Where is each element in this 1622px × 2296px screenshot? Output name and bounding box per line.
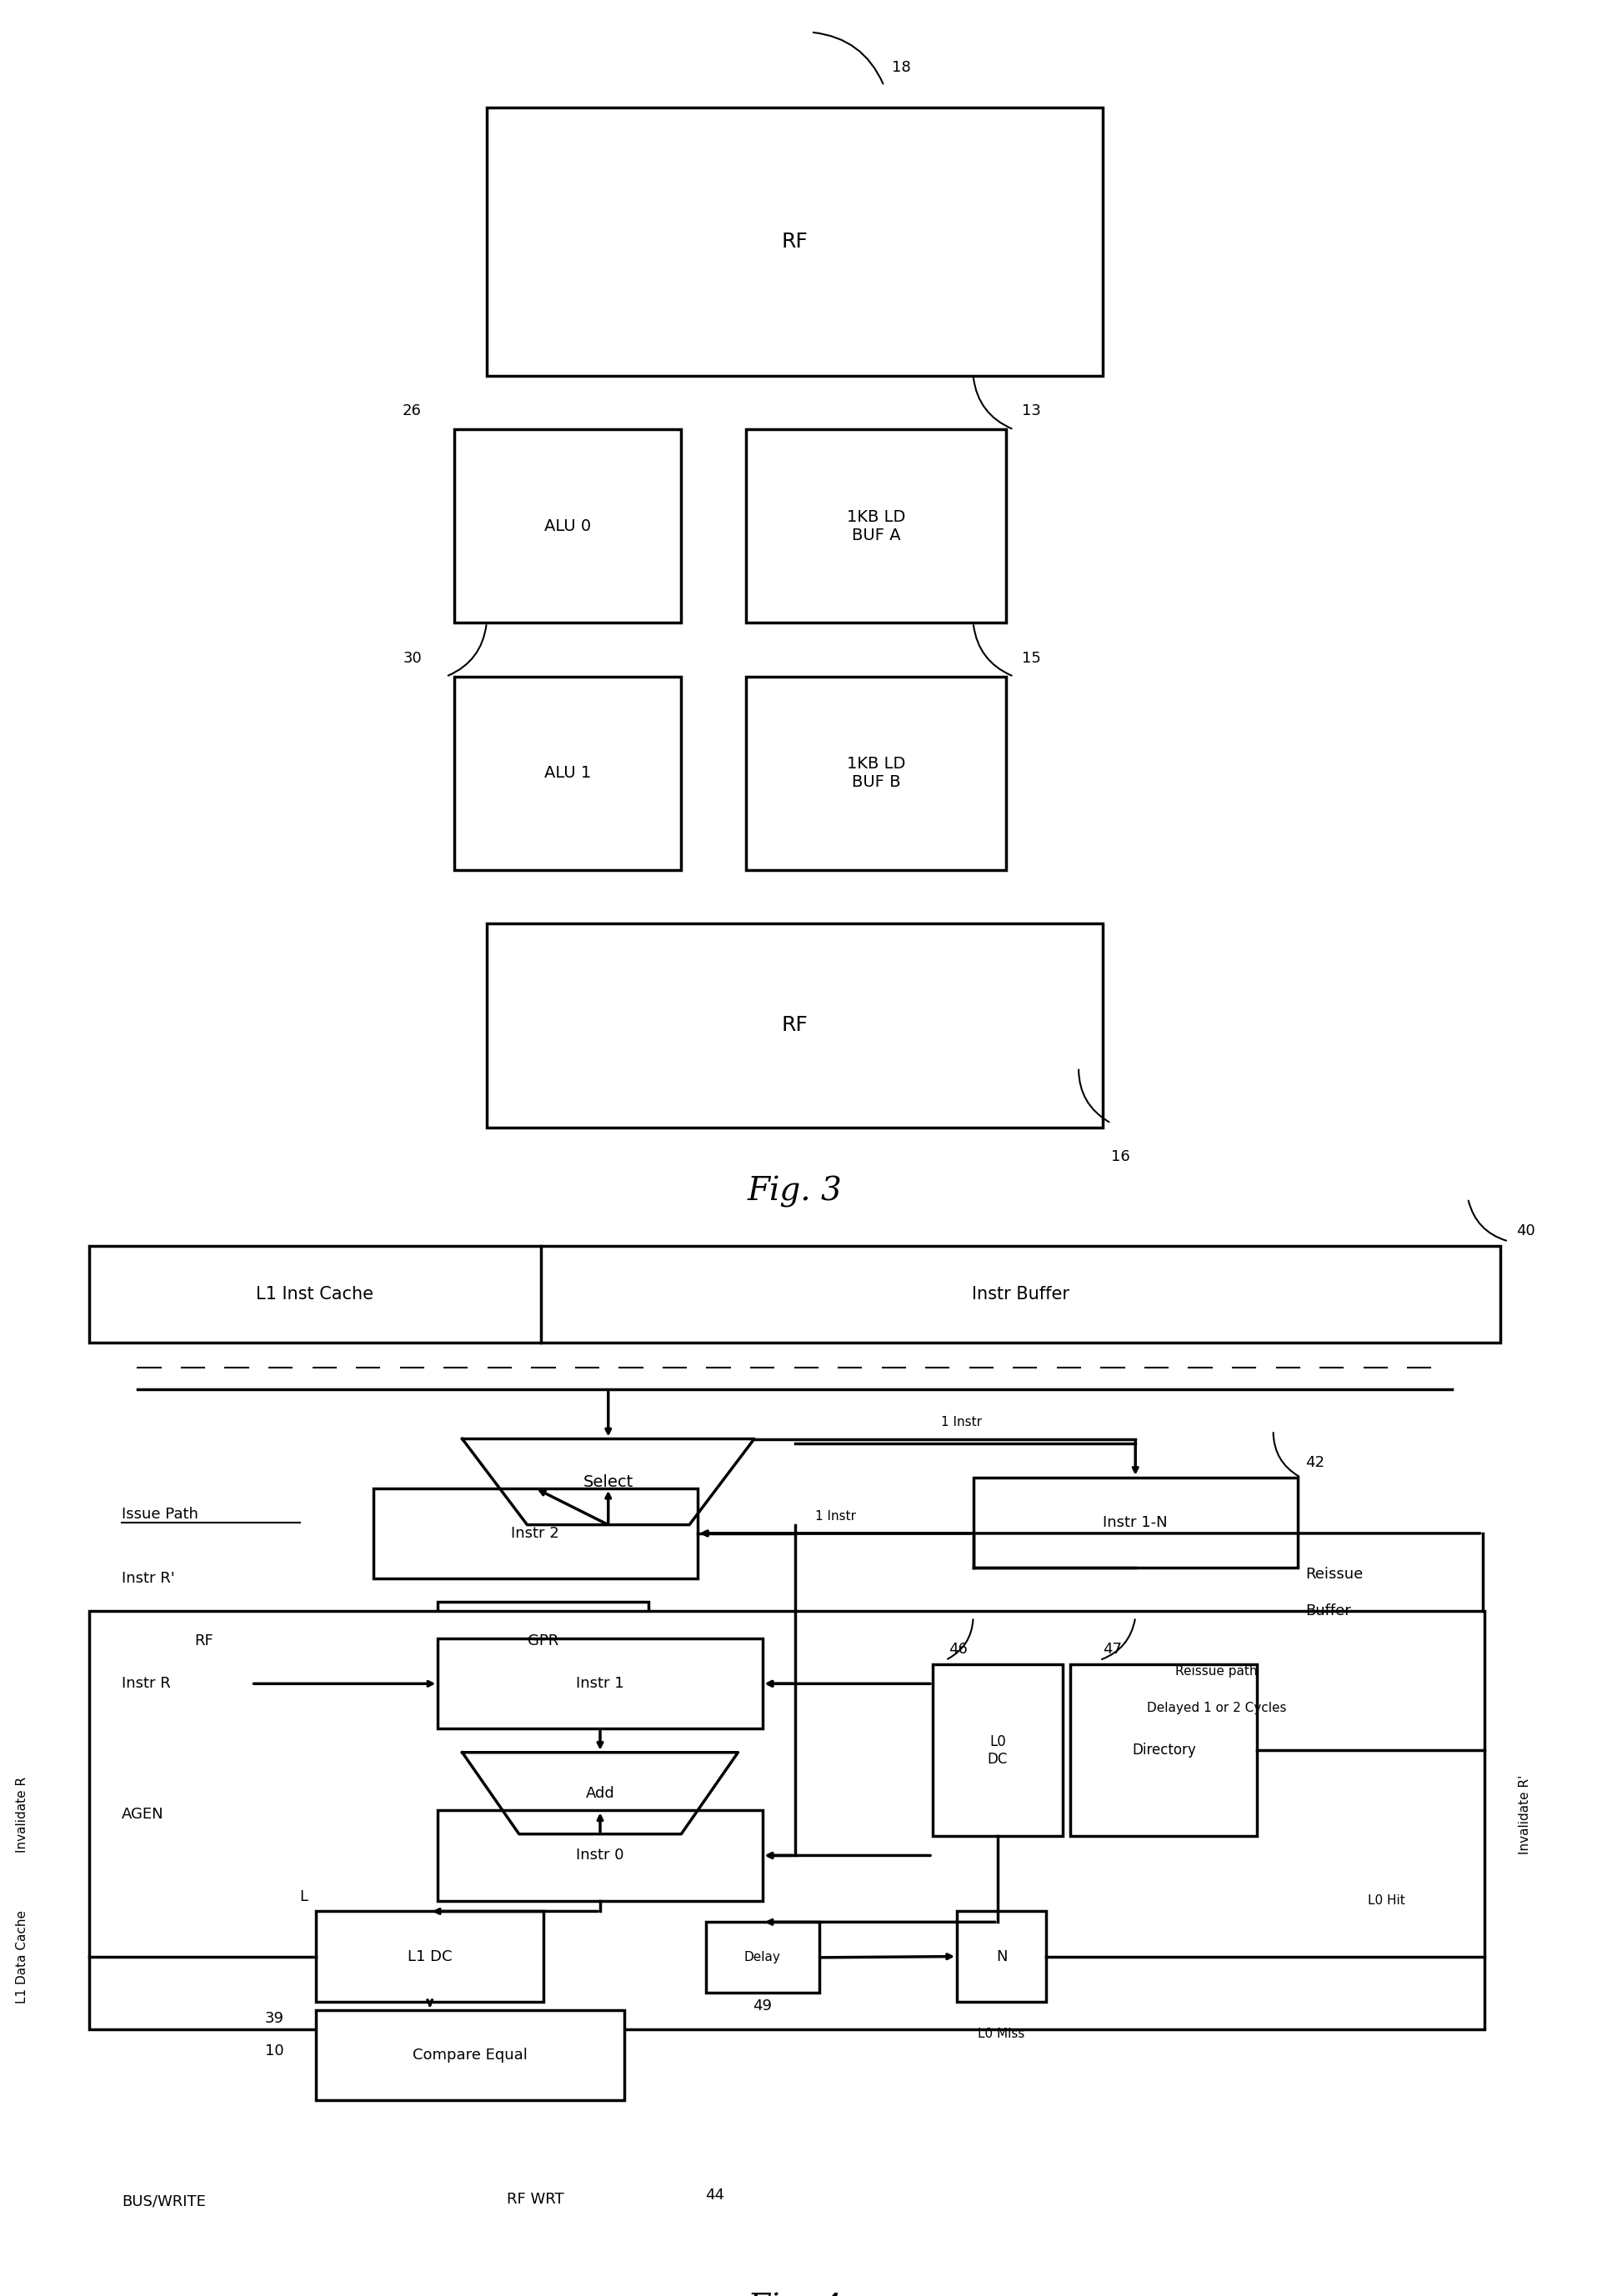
Text: ALU 0: ALU 0	[545, 519, 590, 535]
Text: L0 Miss: L0 Miss	[978, 2027, 1025, 2039]
Text: Instr R: Instr R	[122, 1676, 170, 1692]
Text: ALU 1: ALU 1	[545, 765, 590, 781]
Text: 1 Instr: 1 Instr	[941, 1417, 981, 1428]
FancyBboxPatch shape	[973, 1479, 1298, 1568]
Text: L: L	[300, 1890, 308, 1903]
Text: 18: 18	[892, 60, 912, 76]
Polygon shape	[462, 1440, 754, 1525]
Text: Select: Select	[584, 1474, 633, 1490]
FancyBboxPatch shape	[373, 1488, 697, 1577]
Text: L0 Hit: L0 Hit	[1369, 1894, 1405, 1908]
FancyBboxPatch shape	[487, 108, 1103, 377]
FancyBboxPatch shape	[746, 677, 1006, 870]
FancyBboxPatch shape	[933, 1665, 1062, 1837]
Text: 47: 47	[1103, 1642, 1122, 1658]
Text: Instr R': Instr R'	[122, 1570, 175, 1587]
Text: 44: 44	[706, 2188, 725, 2202]
FancyBboxPatch shape	[438, 1639, 762, 1729]
FancyBboxPatch shape	[454, 677, 681, 870]
Text: Reissue path: Reissue path	[1176, 1665, 1257, 1678]
Text: Add: Add	[586, 1786, 615, 1800]
Text: 42: 42	[1306, 1456, 1325, 1469]
FancyBboxPatch shape	[89, 1612, 1484, 2030]
FancyBboxPatch shape	[438, 1812, 762, 1901]
Text: 46: 46	[949, 1642, 968, 1658]
Text: GPR: GPR	[527, 1632, 560, 1649]
Text: Compare Equal: Compare Equal	[414, 2048, 527, 2062]
Text: Fig. 3: Fig. 3	[748, 1176, 842, 1208]
FancyBboxPatch shape	[373, 2154, 697, 2243]
Text: RF: RF	[195, 1632, 214, 1649]
Text: 49: 49	[753, 1998, 772, 2014]
Text: 15: 15	[1022, 650, 1041, 666]
Text: RF WRT: RF WRT	[506, 2193, 564, 2206]
Text: 13: 13	[1022, 404, 1041, 418]
Text: Buffer: Buffer	[1306, 1603, 1351, 1619]
Text: Invalidate R: Invalidate R	[16, 1777, 29, 1853]
FancyBboxPatch shape	[706, 1922, 819, 1993]
Text: Delay: Delay	[744, 1952, 780, 1963]
Text: 39: 39	[264, 2011, 284, 2027]
Text: Instr 2: Instr 2	[511, 1527, 560, 1541]
Text: L1 Inst Cache: L1 Inst Cache	[256, 1286, 373, 1302]
Text: Instr Buffer: Instr Buffer	[972, 1286, 1069, 1302]
Text: 10: 10	[264, 2043, 284, 2060]
Text: 26: 26	[402, 404, 422, 418]
FancyBboxPatch shape	[957, 1910, 1046, 2002]
Text: 1 Instr: 1 Instr	[814, 1511, 856, 1522]
FancyBboxPatch shape	[487, 923, 1103, 1127]
FancyBboxPatch shape	[1071, 1665, 1257, 1837]
FancyBboxPatch shape	[746, 429, 1006, 622]
Text: Directory: Directory	[1132, 1743, 1195, 1759]
Polygon shape	[462, 1752, 738, 1835]
Text: AGEN: AGEN	[122, 1807, 164, 1823]
Text: Reissue: Reissue	[1306, 1566, 1364, 1582]
Text: RF: RF	[782, 1015, 808, 1035]
Text: 40: 40	[1517, 1224, 1536, 1238]
FancyBboxPatch shape	[316, 2009, 624, 2101]
Text: Instr 1-N: Instr 1-N	[1103, 1515, 1168, 1529]
Text: 1KB LD
BUF B: 1KB LD BUF B	[847, 755, 905, 790]
Text: 30: 30	[402, 650, 422, 666]
FancyBboxPatch shape	[89, 1247, 1500, 1343]
FancyBboxPatch shape	[316, 1910, 543, 2002]
Text: Issue Path: Issue Path	[122, 1506, 198, 1522]
Text: 16: 16	[1111, 1148, 1131, 1164]
Text: L0
DC: L0 DC	[988, 1733, 1007, 1766]
FancyBboxPatch shape	[454, 429, 681, 622]
Text: L1 DC: L1 DC	[407, 1949, 453, 1963]
Text: 1KB LD
BUF A: 1KB LD BUF A	[847, 510, 905, 544]
Text: Fig. 4: Fig. 4	[748, 2294, 842, 2296]
Text: Instr 1: Instr 1	[576, 1676, 624, 1692]
Text: BUS/WRITE: BUS/WRITE	[122, 2193, 206, 2209]
Text: Invalidate R': Invalidate R'	[1518, 1775, 1531, 1855]
Text: Instr 0: Instr 0	[576, 1848, 624, 1862]
Text: L1 Data Cache: L1 Data Cache	[16, 1910, 29, 2002]
Text: Delayed 1 or 2 Cycles: Delayed 1 or 2 Cycles	[1147, 1701, 1286, 1715]
Text: N: N	[996, 1949, 1007, 1963]
Text: RF: RF	[782, 232, 808, 253]
FancyBboxPatch shape	[438, 1603, 649, 1678]
